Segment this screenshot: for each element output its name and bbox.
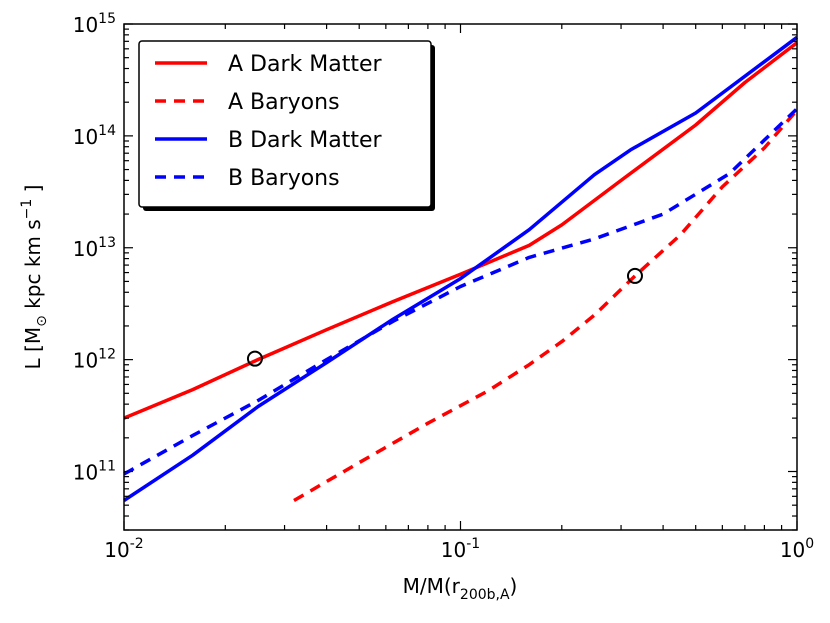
- y-tick-label-0: 1011: [73, 459, 116, 485]
- legend-label-0: A Dark Matter: [228, 52, 382, 77]
- y-tick-label-2: 1013: [73, 235, 116, 261]
- open-circle-marker-0: [246, 350, 263, 367]
- y-axis-label-sup: −1: [19, 199, 35, 220]
- series-line-0: [123, 41, 799, 420]
- x-tick-label-2: 100: [780, 536, 814, 562]
- y-tick-label-1: 1012: [73, 347, 116, 373]
- x-tick-label-1: 10-1: [441, 536, 480, 562]
- legend-label-1: A Baryons: [228, 90, 340, 115]
- x-axis-label-sub: 200b,A: [460, 587, 510, 603]
- legend-label-2: B Dark Matter: [228, 128, 383, 153]
- y-axis-label-end: ]: [21, 185, 45, 199]
- series-line-3: [123, 107, 799, 476]
- x-axis-label: M/M(r200b,A): [403, 574, 518, 603]
- y-axis-label-pre: L [M: [21, 327, 45, 370]
- x-axis-label-main: M/M(r: [403, 574, 461, 598]
- legend-label-3: B Baryons: [228, 166, 340, 191]
- y-axis-label-mid: kpc km s: [21, 219, 45, 315]
- y-tick-label-3: 1014: [73, 123, 116, 149]
- y-axis-label: L [M⊙ kpc km s−1 ]: [19, 185, 50, 370]
- series-layer: [123, 35, 799, 503]
- open-circle-marker-1: [626, 267, 643, 284]
- y-axis-label-sub: ⊙: [34, 315, 50, 327]
- y-tick-label-4: 1015: [73, 11, 116, 37]
- ticks-layer: [123, 23, 798, 531]
- marker-layer: [246, 267, 643, 367]
- y-tick-labels: 1011 1012 1013 1014 1015: [73, 11, 116, 485]
- x-axis-label-end: ): [510, 574, 518, 598]
- legend: A Dark Matter A Baryons B Dark Matter B Bar…: [138, 40, 435, 211]
- x-tick-labels: 10-2 10-1 100: [104, 536, 814, 562]
- legend-box: [138, 40, 432, 208]
- x-tick-label-0: 10-2: [104, 536, 143, 562]
- series-line-2: [123, 35, 799, 502]
- series-line-1: [293, 108, 799, 503]
